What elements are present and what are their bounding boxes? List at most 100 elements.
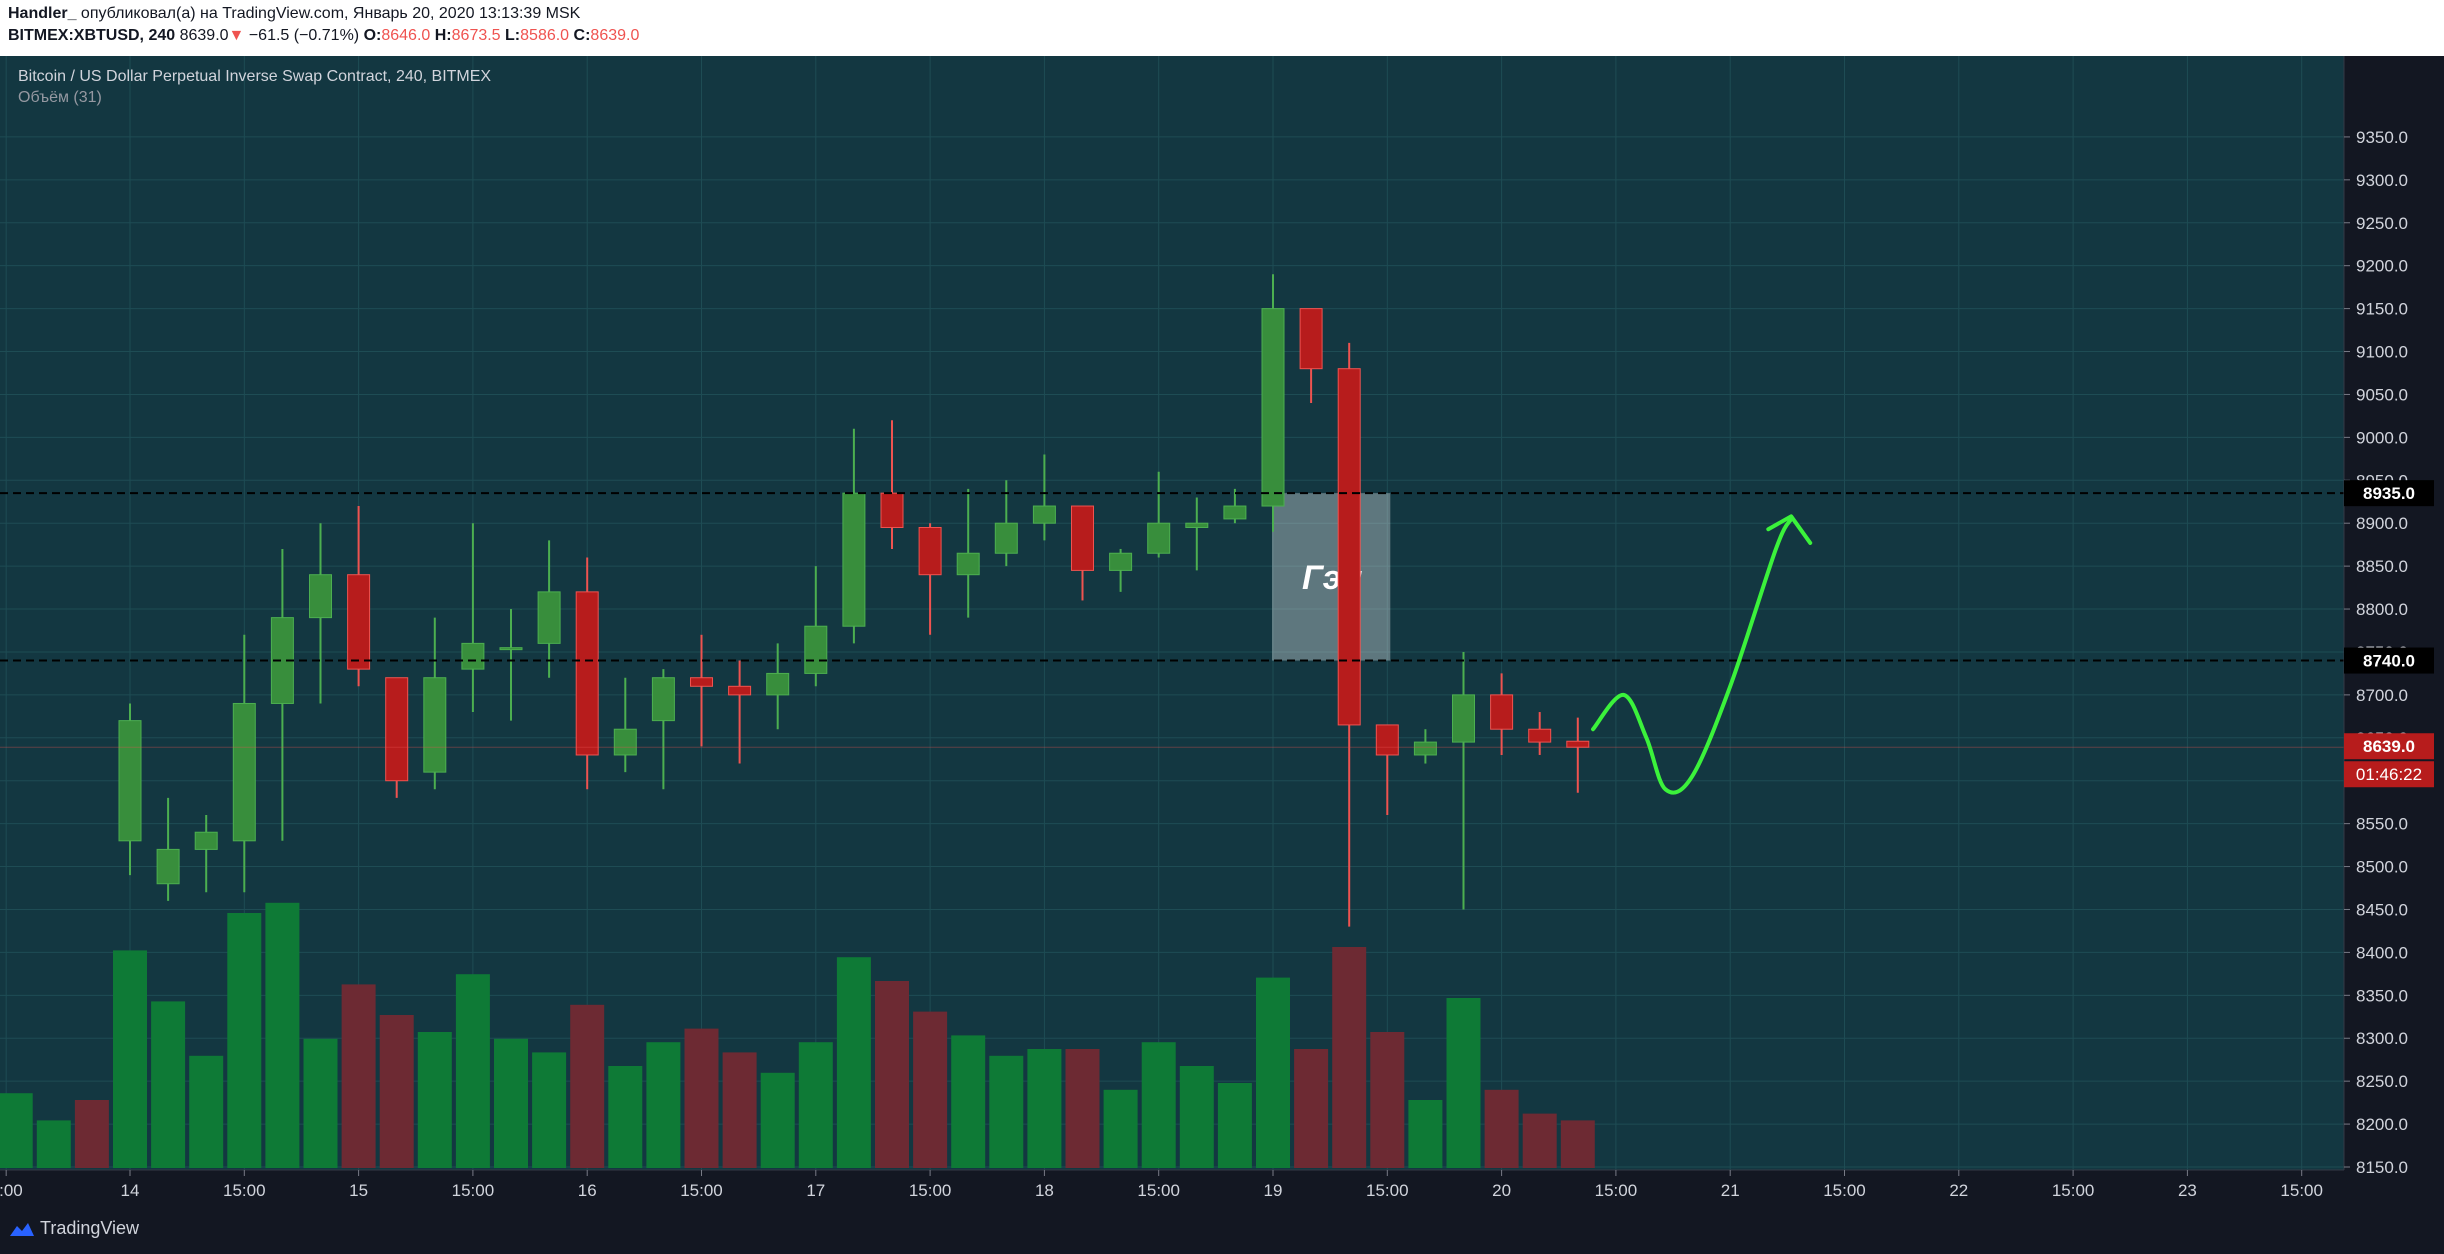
volume-bar xyxy=(1065,1049,1100,1168)
current-price-badge xyxy=(2344,733,2434,760)
volume-bar xyxy=(113,950,147,1168)
chart-background xyxy=(0,56,2444,1204)
volume-bar xyxy=(646,1042,681,1168)
x-tick-label: 15:00 xyxy=(680,1181,723,1200)
x-tick-label: 15:00 xyxy=(2052,1181,2095,1200)
volume-bar xyxy=(265,902,300,1168)
y-tick-label: 9000.0 xyxy=(2356,428,2408,447)
candle-body xyxy=(194,831,218,850)
volume-bar xyxy=(417,1032,452,1168)
time-axis[interactable] xyxy=(0,1170,2444,1204)
gap-zone[interactable]: Гэп xyxy=(1272,493,1391,661)
candle-body xyxy=(956,552,980,576)
y-tick-label: 8250.0 xyxy=(2356,1072,2408,1091)
candle-body xyxy=(728,685,752,696)
candle-body xyxy=(423,677,447,773)
x-tick-label: 15:00 xyxy=(223,1181,266,1200)
price-axis[interactable] xyxy=(2344,56,2444,1204)
candle-body xyxy=(1185,522,1209,528)
volume-bar xyxy=(951,1035,986,1168)
author-name[interactable]: Handler_ xyxy=(8,5,77,22)
y-tick-label: 8500.0 xyxy=(2356,858,2408,877)
tradingview-logo-icon xyxy=(10,1223,34,1236)
x-tick-label: 14 xyxy=(121,1181,140,1200)
volume-bar xyxy=(74,1100,109,1168)
volume-bar xyxy=(379,1015,414,1168)
volume-bar xyxy=(989,1055,1024,1168)
candle-body xyxy=(1566,740,1590,748)
horizontal-lines[interactable] xyxy=(0,492,2344,748)
candle-body xyxy=(1528,728,1552,743)
high-value: 8673.5 xyxy=(451,27,501,44)
volume-bar xyxy=(1256,977,1290,1168)
x-tick-label: 19 xyxy=(1264,1181,1283,1200)
high-label: H: xyxy=(434,27,452,44)
chart-header: Handler_ опубликовал(а) на TradingView.c… xyxy=(0,0,2444,56)
x-tick-label: 15:00 xyxy=(2280,1181,2323,1200)
symbol-label[interactable]: BITMEX:XBTUSD, 240 xyxy=(8,27,176,44)
x-tick-label: 15:00 xyxy=(1366,1181,1409,1200)
candle-body xyxy=(1337,368,1361,726)
candle-body xyxy=(156,848,180,885)
volume-bar xyxy=(303,1038,338,1168)
candle-body xyxy=(1375,724,1399,756)
footer: TradingView xyxy=(0,1204,2444,1254)
open-label: O: xyxy=(363,27,382,44)
x-tick-label: 15:00 xyxy=(1137,1181,1180,1200)
tradingview-brand[interactable]: TradingView xyxy=(40,1218,140,1238)
chart-title: Bitcoin / US Dollar Perpetual Inverse Sw… xyxy=(18,68,491,85)
candle-body xyxy=(461,642,485,670)
volume-bar xyxy=(1294,1049,1329,1168)
volume-bar xyxy=(532,1052,567,1168)
volume-bar xyxy=(608,1066,643,1168)
y-tick-label: 9250.0 xyxy=(2356,214,2408,233)
level-price-badge xyxy=(2344,480,2434,507)
level-price-label: 8935.0 xyxy=(2363,484,2415,503)
x-tick-labels: 5:00 14 15:00 15 15:00 16 15:00 17 15:00 18 15:00 1… xyxy=(0,1170,2323,1200)
volume-bar xyxy=(1141,1042,1176,1168)
candle-body xyxy=(651,677,675,722)
candle-body xyxy=(918,526,942,576)
projection-arrowhead[interactable] xyxy=(1766,514,1813,545)
y-tick-label: 8850.0 xyxy=(2356,557,2408,576)
volume-bar xyxy=(722,1052,757,1168)
candle-body xyxy=(499,647,523,651)
x-tick-label: 23 xyxy=(2178,1181,2197,1200)
candle-body xyxy=(1032,505,1056,524)
volume-bar xyxy=(1217,1083,1252,1168)
y-tick-label: 9150.0 xyxy=(2356,300,2408,319)
gap-zone-box[interactable] xyxy=(1272,493,1391,661)
x-tick-label: 15:00 xyxy=(1823,1181,1866,1200)
candle-body xyxy=(1413,741,1437,756)
close-label: C: xyxy=(573,27,591,44)
y-tick-label: 8700.0 xyxy=(2356,686,2408,705)
candle-body xyxy=(232,702,256,842)
volume-indicator-label[interactable]: Объём (31) xyxy=(18,89,102,106)
candle-body xyxy=(347,574,371,670)
price-chart[interactable]: Гэп 8150.0 8200.0 8250.0 8300.0 8350.0 8400.0… xyxy=(0,56,2444,1204)
volume-bar xyxy=(1179,1066,1214,1168)
low-value: 8586.0 xyxy=(520,27,570,44)
countdown-badge xyxy=(2344,761,2434,788)
volume-bar xyxy=(1522,1113,1557,1168)
volume-bar xyxy=(455,974,490,1168)
candle-body xyxy=(575,591,599,756)
y-tick-label: 9350.0 xyxy=(2356,128,2408,147)
x-tick-label: 17 xyxy=(806,1181,825,1200)
projection-curve[interactable] xyxy=(1591,514,1813,795)
x-tick-label: 18 xyxy=(1035,1181,1054,1200)
projection-path[interactable] xyxy=(1591,516,1794,795)
publish-line: Handler_ опубликовал(а) на TradingView.c… xyxy=(8,5,580,23)
y-tick-label: 8450.0 xyxy=(2356,900,2408,919)
candle-body xyxy=(385,677,409,782)
candle-body xyxy=(1452,694,1475,743)
volume-bars xyxy=(0,902,1595,1168)
x-tick-label: 15:00 xyxy=(909,1181,952,1200)
candle-body xyxy=(880,492,904,528)
x-tick-label: 5:00 xyxy=(0,1181,23,1200)
volume-bar xyxy=(1484,1089,1519,1168)
volume-bar xyxy=(1560,1120,1595,1168)
y-tick-label: 9300.0 xyxy=(2356,171,2408,190)
candle-body xyxy=(1261,308,1285,507)
volume-bar xyxy=(913,1011,948,1168)
